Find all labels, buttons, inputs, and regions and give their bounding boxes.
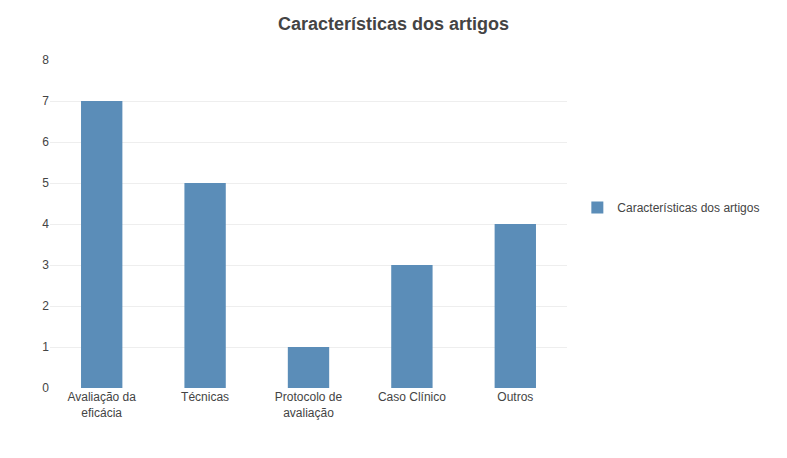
svg-text:Caso Clínico: Caso Clínico — [378, 390, 446, 404]
svg-text:3: 3 — [42, 258, 49, 272]
svg-text:Outros: Outros — [497, 390, 533, 404]
svg-text:4: 4 — [42, 217, 49, 231]
svg-text:Características dos artigos: Características dos artigos — [278, 14, 509, 34]
svg-text:7: 7 — [42, 94, 49, 108]
svg-text:Protocolo deavaliação: Protocolo deavaliação — [275, 390, 343, 420]
svg-text:2: 2 — [42, 299, 49, 313]
svg-text:5: 5 — [42, 176, 49, 190]
svg-text:1: 1 — [42, 340, 49, 354]
svg-text:Características dos artigos: Características dos artigos — [617, 201, 759, 215]
svg-text:0: 0 — [42, 381, 49, 395]
svg-text:Técnicas: Técnicas — [181, 390, 229, 404]
svg-text:6: 6 — [42, 135, 49, 149]
svg-text:8: 8 — [42, 53, 49, 67]
svg-text:Avaliação daeficácia: Avaliação daeficácia — [67, 390, 136, 420]
